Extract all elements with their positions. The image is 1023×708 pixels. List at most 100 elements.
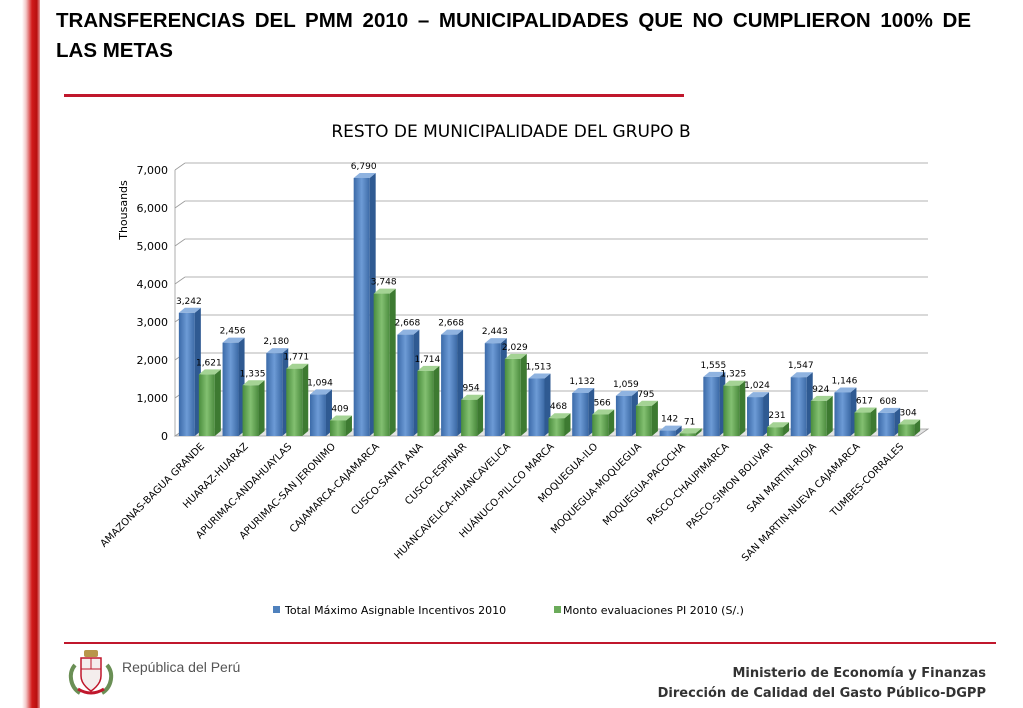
data-label-total: 2,456	[220, 327, 246, 337]
data-label-total: 2,443	[482, 327, 508, 337]
bar-total	[441, 329, 464, 436]
bar-total	[309, 389, 332, 436]
y-tick-label: 3,000	[137, 316, 169, 329]
data-label-evaluaciones: 231	[768, 411, 785, 421]
data-label-evaluaciones: 1,621	[196, 358, 222, 368]
republic-label: República del Perú	[122, 659, 241, 675]
data-label-evaluaciones: 566	[594, 398, 611, 408]
bar-evaluaciones	[198, 369, 221, 436]
chart-title: RESTO DE MUNICIPALIDADE DEL GRUPO B	[331, 122, 690, 142]
x-category-label: PASCO-CHAUPIMARCA	[645, 441, 731, 527]
y-tick-label: 2,000	[137, 354, 169, 367]
x-category-label: CAJAMARCA-CAJAMARCA	[288, 441, 382, 535]
data-label-evaluaciones: 1,771	[283, 353, 309, 363]
bar-evaluaciones	[461, 394, 484, 436]
bar-total	[353, 172, 376, 437]
bar-evaluaciones	[679, 428, 702, 436]
data-label-evaluaciones: 924	[812, 385, 829, 395]
data-label-total: 608	[880, 397, 897, 407]
footer-rule	[64, 642, 996, 644]
bar-total	[528, 373, 551, 436]
gridline-connector	[174, 200, 186, 209]
x-category-label: MOQUEGUA-MOQUEGUA	[549, 441, 644, 536]
chart-bars	[178, 172, 921, 437]
data-label-total: 3,242	[176, 297, 202, 307]
data-label-total: 1,146	[832, 376, 858, 386]
x-category-label: CUSCO-SANTA ANA	[349, 441, 425, 517]
data-label-evaluaciones: 304	[900, 408, 917, 418]
x-axis-category-labels: AMAZONAS-BAGUA GRANDEHUARAZ-HUARAZAPURIM…	[99, 440, 907, 564]
y-axis-label: Thousands	[117, 180, 130, 241]
data-label-total: 1,513	[526, 363, 552, 373]
data-label-evaluaciones: 795	[637, 390, 654, 400]
data-label-evaluaciones: 2,029	[502, 343, 528, 353]
bar-evaluaciones	[329, 415, 352, 436]
legend-swatch-evaluaciones	[554, 606, 561, 613]
data-label-evaluaciones: 617	[856, 397, 873, 407]
bar-total	[878, 407, 901, 436]
data-label-evaluaciones: 1,325	[720, 370, 746, 380]
data-label-total: 1,024	[744, 381, 770, 391]
data-label-total: 2,668	[438, 319, 464, 329]
data-label-evaluaciones: 71	[684, 417, 695, 427]
bar-total	[572, 387, 595, 436]
gridline-connector	[174, 276, 186, 285]
coat-of-arms-icon	[68, 650, 114, 695]
bar-total	[834, 387, 857, 436]
data-label-total: 1,132	[569, 377, 595, 387]
y-tick-label: 1,000	[137, 392, 169, 405]
bar-evaluaciones	[810, 395, 833, 436]
bar-total	[703, 371, 726, 436]
data-label-evaluaciones: 409	[331, 404, 348, 414]
gridline-connector	[174, 162, 186, 171]
data-label-total: 1,555	[700, 361, 726, 371]
bar-evaluaciones	[854, 407, 877, 436]
y-axis-ticks: 0 1,000 2,000 3,000 4,000 5,000 6,000 7,000	[137, 164, 169, 443]
bar-total	[790, 372, 813, 436]
bar-evaluaciones	[898, 419, 921, 436]
y-tick-label: 0	[161, 430, 168, 443]
data-label-total: 2,668	[394, 319, 420, 329]
bar-evaluaciones	[548, 413, 571, 436]
legend-label-evaluaciones: Monto evaluaciones PI 2010 (S/.)	[563, 604, 744, 617]
y-tick-label: 5,000	[137, 240, 169, 253]
data-label-total: 6,790	[351, 162, 377, 172]
data-label-total: 142	[661, 415, 678, 425]
data-label-total: 2,180	[263, 337, 289, 347]
gridline-connector	[174, 238, 186, 247]
bar-total	[397, 329, 420, 436]
chart-data-labels: 3,242 1,621 2,456 1,335 2,180 1,771 1,094 409 6,…	[176, 162, 917, 427]
data-label-evaluaciones: 1,714	[414, 355, 440, 365]
decorative-left-band	[0, 0, 40, 708]
bar-evaluaciones	[242, 380, 265, 436]
slide-title: TRANSFERENCIAS DEL PMM 2010 – MUNICIPALI…	[56, 9, 971, 62]
bar-evaluaciones	[373, 288, 396, 436]
data-label-evaluaciones: 954	[462, 384, 479, 394]
y-tick-label: 6,000	[137, 202, 169, 215]
data-label-total: 1,547	[788, 361, 814, 371]
bar-evaluaciones	[635, 400, 658, 436]
y-tick-label: 4,000	[137, 278, 169, 291]
y-tick-label: 7,000	[137, 164, 169, 177]
bar-evaluaciones	[504, 353, 527, 436]
bar-total	[615, 390, 638, 436]
data-label-evaluaciones: 1,335	[240, 369, 266, 379]
data-label-evaluaciones: 468	[550, 402, 567, 412]
bar-chart: RESTO DE MUNICIPALIDADE DEL GRUPO B 0 1,0…	[99, 122, 930, 617]
x-category-label: PASCO-SIMON BOLIVAR	[685, 441, 775, 531]
bar-total	[178, 307, 201, 436]
bar-total	[659, 425, 682, 436]
x-category-label: TUMBES-CORRALES	[828, 441, 906, 519]
title-underline	[64, 94, 684, 97]
data-label-evaluaciones: 3,748	[371, 278, 397, 288]
bar-evaluaciones	[723, 380, 746, 436]
legend-label-total: Total Máximo Asignable Incentivos 2010	[284, 604, 506, 617]
bar-evaluaciones	[417, 365, 440, 436]
directorate-label: Dirección de Calidad del Gasto Público-D…	[657, 686, 986, 701]
data-label-total: 1,059	[613, 380, 639, 390]
bar-evaluaciones	[767, 422, 790, 436]
data-label-total: 1,094	[307, 378, 333, 388]
legend-swatch-total	[273, 606, 280, 613]
x-category-label: MOQUEGUA-PACOCHA	[601, 441, 688, 528]
bar-evaluaciones	[286, 363, 309, 436]
